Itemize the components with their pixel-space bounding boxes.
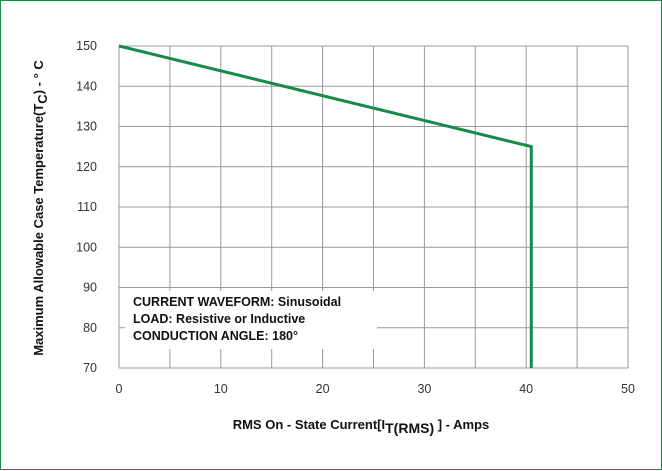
x-tick-label: 20	[316, 382, 330, 396]
y-tick-label: 90	[83, 281, 97, 295]
y-tick-label: 110	[77, 200, 97, 214]
y-tick-label: 130	[76, 120, 97, 134]
annotation-line-3: CONDUCTION ANGLE: 180°	[133, 329, 298, 343]
y-tick-labels: 70 80 90 100 110 120 130 140 150	[76, 39, 97, 375]
x-tick-label: 30	[417, 382, 431, 396]
x-tick-label: 10	[214, 382, 228, 396]
x-tick-label: 50	[621, 382, 635, 396]
x-tick-labels: 0 10 20 30 40 50	[116, 382, 635, 396]
annotation-line-1: CURRENT WAVEFORM: Sinusoidal	[133, 295, 341, 309]
y-axis-title: Maximum Allowable Case Temperature(TC) -…	[31, 60, 50, 356]
series-line	[118, 44, 533, 368]
y-tick-label: 140	[76, 79, 97, 93]
y-tick-label: 100	[76, 240, 97, 254]
y-tick-label: 150	[76, 39, 97, 53]
annotation-box	[125, 291, 377, 349]
y-tick-label: 120	[76, 160, 97, 174]
y-tick-label: 80	[83, 321, 97, 335]
annotation-line-2: LOAD: Resistive or Inductive	[133, 312, 305, 326]
series-layer	[118, 44, 533, 368]
x-axis-title: RMS On - State Current[IT(RMS) ] - Amps	[233, 417, 490, 436]
x-tick-label: 40	[519, 382, 533, 396]
y-tick-label: 70	[83, 361, 97, 375]
x-tick-label: 0	[116, 382, 123, 396]
